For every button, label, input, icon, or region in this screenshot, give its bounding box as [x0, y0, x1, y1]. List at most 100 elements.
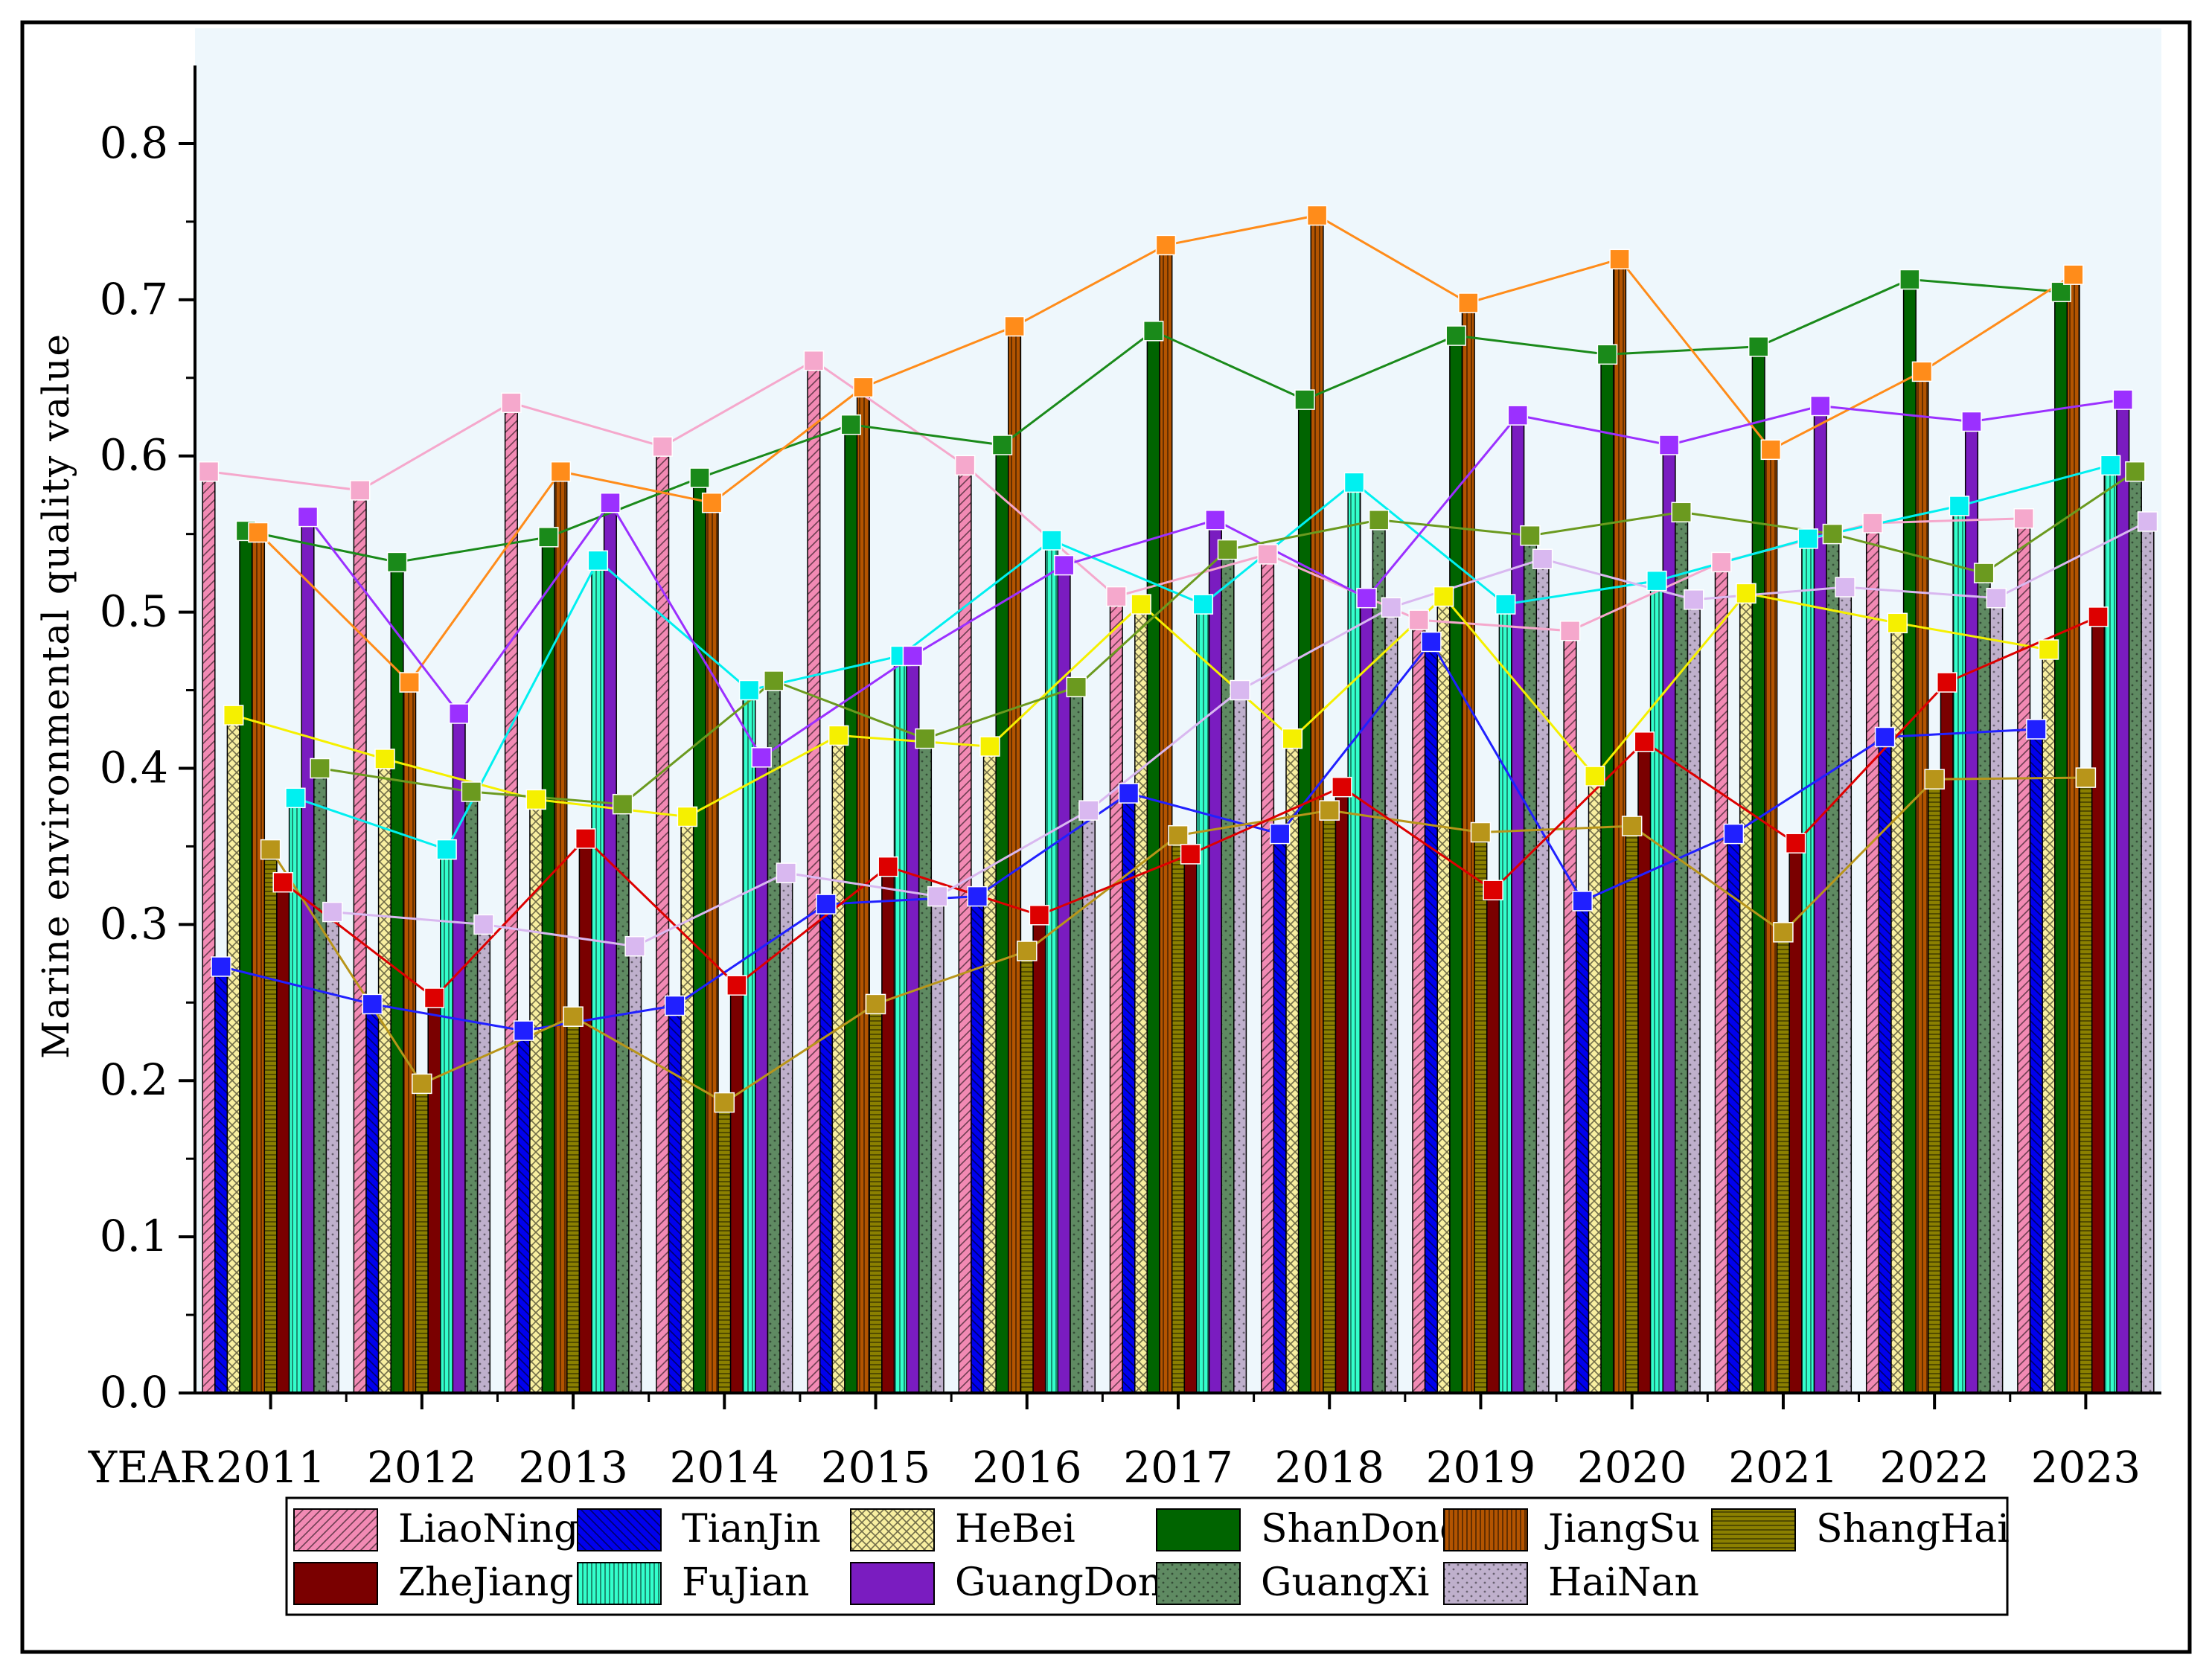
x-tick-label: 2022 [1879, 1442, 1989, 1493]
legend-swatch-hebei [850, 1508, 935, 1551]
bar-guangxi-2012 [464, 791, 479, 1394]
bar-guangxi-2023 [2128, 470, 2142, 1394]
marker-guangdong-2019 [1507, 405, 1529, 426]
marker-hebei-2016 [979, 736, 1000, 757]
y-tick-label: 0.4 [100, 742, 168, 792]
marker-liaoning-2012 [349, 480, 371, 501]
bar-zhejiang-2015 [881, 865, 895, 1394]
bar-guangxi-2016 [1070, 686, 1084, 1394]
marker-liaoning-2020 [1559, 621, 1581, 641]
marker-fujian-2020 [1646, 570, 1667, 592]
bar-hebei-2012 [377, 758, 391, 1394]
marker-shandong-2012 [386, 551, 408, 573]
marker-fujian-2021 [1797, 528, 1818, 549]
bar-hainan-2018 [1384, 606, 1399, 1394]
marker-zhejiang-2020 [1634, 731, 1655, 752]
marker-jiangsu-2021 [1760, 439, 1782, 461]
bar-liaoning-2011 [202, 470, 216, 1394]
marker-jiangsu-2016 [1004, 316, 1025, 337]
bar-tianjin-2023 [2029, 728, 2043, 1394]
marker-shanghai-2011 [260, 839, 281, 860]
marker-hebei-2017 [1131, 594, 1151, 615]
marker-shanghai-2022 [1924, 769, 1945, 790]
marker-fujian-2018 [1343, 472, 1365, 493]
legend-label-hebei: HeBei [955, 1507, 1075, 1551]
marker-hebei-2011 [223, 705, 244, 726]
marker-shandong-2016 [991, 435, 1013, 455]
marker-shandong-2019 [1445, 325, 1466, 346]
bar-hainan-2021 [1838, 586, 1853, 1394]
marker-guangxi-2021 [1822, 523, 1844, 545]
marker-shanghai-2023 [2075, 767, 2097, 788]
legend-label-jiangsu: JiangSu [1544, 1507, 1700, 1551]
bar-hainan-2011 [325, 911, 339, 1394]
bar-shanghai-2020 [1625, 825, 1639, 1394]
bar-tianjin-2018 [1273, 833, 1287, 1394]
marker-guangxi-2013 [612, 793, 633, 815]
bar-hainan-2022 [1989, 597, 2004, 1394]
marker-liaoning-2015 [803, 350, 825, 371]
marker-jiangsu-2017 [1155, 234, 1177, 256]
bar-tianjin-2015 [819, 903, 834, 1394]
bar-zhejiang-2018 [1334, 786, 1349, 1394]
marker-hainan-2014 [776, 862, 797, 883]
marker-shanghai-2019 [1470, 822, 1492, 843]
marker-guangdong-2016 [1053, 554, 1075, 576]
marker-liaoning-2019 [1408, 609, 1430, 630]
bar-shanghai-2014 [717, 1101, 732, 1394]
marker-zhejiang-2012 [423, 987, 445, 1008]
bar-jiangsu-2017 [1159, 244, 1173, 1394]
x-tick-label: 2021 [1728, 1442, 1838, 1493]
marker-tianjin-2021 [1723, 823, 1745, 845]
marker-hainan-2020 [1684, 589, 1704, 610]
marker-hebei-2021 [1736, 583, 1757, 604]
marker-tianjin-2012 [362, 993, 383, 1015]
bar-guangxi-2020 [1675, 511, 1689, 1394]
legend-swatch-fujian [577, 1562, 662, 1605]
legend-label-zhejiang: ZheJiang [398, 1560, 574, 1605]
bar-fujian-2022 [1952, 505, 1966, 1394]
y-tick-label: 0.2 [100, 1054, 168, 1105]
legend-swatch-hainan [1443, 1562, 1528, 1605]
bar-hebei-2014 [680, 816, 694, 1394]
marker-shandong-2017 [1142, 321, 1164, 342]
bar-zhejiang-2017 [1183, 853, 1198, 1394]
marker-guangdong-2017 [1205, 510, 1226, 531]
bar-zhejiang-2020 [1637, 741, 1652, 1394]
marker-guangxi-2023 [2125, 461, 2146, 482]
x-tick-label: 2020 [1577, 1442, 1687, 1493]
bar-hainan-2017 [1233, 689, 1247, 1394]
marker-shandong-2021 [1748, 336, 1769, 357]
legend-swatch-shanghai [1711, 1508, 1796, 1551]
bar-zhejiang-2023 [2091, 616, 2106, 1394]
y-tick-label: 0.7 [100, 274, 168, 324]
marker-hebei-2023 [2038, 639, 2059, 660]
marker-hainan-2019 [1532, 548, 1553, 569]
marker-hebei-2015 [828, 725, 849, 746]
bar-guangxi-2022 [1977, 572, 1991, 1394]
bar-jiangsu-2013 [554, 470, 568, 1394]
marker-shandong-2018 [1294, 389, 1315, 410]
bar-shandong-2018 [1297, 399, 1312, 1394]
legend-label-shanghai: ShangHai [1816, 1507, 2010, 1551]
legend-label-guangxi: GuangXi [1261, 1560, 1429, 1605]
bar-tianjin-2019 [1424, 641, 1438, 1394]
x-tick-label: 2019 [1426, 1442, 1536, 1493]
bar-jiangsu-2016 [1008, 325, 1022, 1394]
marker-fujian-2013 [587, 550, 609, 571]
bar-zhejiang-2013 [578, 838, 592, 1394]
marker-shandong-2015 [840, 414, 862, 435]
bar-guangxi-2014 [767, 680, 781, 1394]
marker-guangdong-2018 [1356, 587, 1377, 609]
marker-guangdong-2014 [751, 747, 772, 768]
bar-tianjin-2012 [365, 1003, 380, 1394]
marker-guangxi-2022 [1973, 563, 1995, 583]
marker-zhejiang-2014 [726, 975, 747, 996]
legend-swatch-shandong [1156, 1508, 1241, 1551]
marker-shanghai-2013 [563, 1006, 584, 1027]
marker-guangdong-2011 [297, 506, 319, 528]
bar-tianjin-2014 [668, 1005, 682, 1394]
marker-guangxi-2017 [1217, 539, 1238, 560]
marker-shanghai-2018 [1319, 800, 1340, 821]
marker-tianjin-2017 [1118, 783, 1139, 804]
